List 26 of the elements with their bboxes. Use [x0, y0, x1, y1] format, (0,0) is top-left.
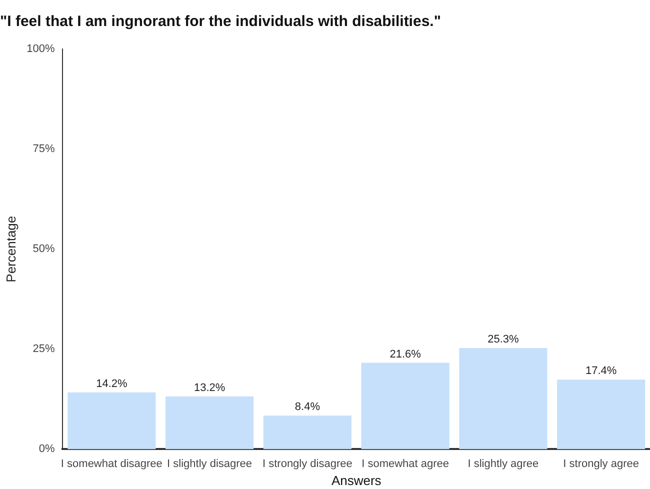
- data-label: 25.3%: [488, 333, 519, 346]
- bar: [459, 348, 548, 450]
- y-tick-label: 50%: [32, 243, 55, 256]
- y-tick-label: 0%: [38, 443, 55, 456]
- bar: [68, 392, 156, 450]
- x-tick-label: I slightly agree: [468, 458, 539, 470]
- y-tick-label: 25%: [32, 343, 55, 356]
- x-tick-label: I strongly disagree: [262, 458, 352, 470]
- x-axis-title: Answers: [331, 472, 382, 488]
- data-label: 13.2%: [194, 382, 226, 394]
- bar: [361, 362, 450, 450]
- bar: [166, 396, 254, 450]
- y-axis-title: Percentage: [3, 216, 18, 282]
- x-tick-label: I somewhat disagree: [60, 458, 162, 470]
- data-label: 14.2%: [96, 378, 128, 390]
- x-tick-label: I strongly agree: [563, 458, 639, 470]
- data-label: 21.6%: [390, 348, 422, 360]
- y-tick-label: 100%: [26, 43, 55, 56]
- data-label: 17.4%: [585, 365, 617, 378]
- y-tick-label: 75%: [32, 143, 55, 156]
- bar: [557, 380, 646, 450]
- chart-title: "I feel that I am ingnorant for the individuals with disabilities.": [0, 13, 441, 30]
- bar: [263, 416, 352, 450]
- data-label: 8.4%: [294, 401, 320, 414]
- x-tick-label: I slightly disagree: [167, 458, 252, 470]
- x-tick-label: I somewhat agree: [362, 458, 450, 470]
